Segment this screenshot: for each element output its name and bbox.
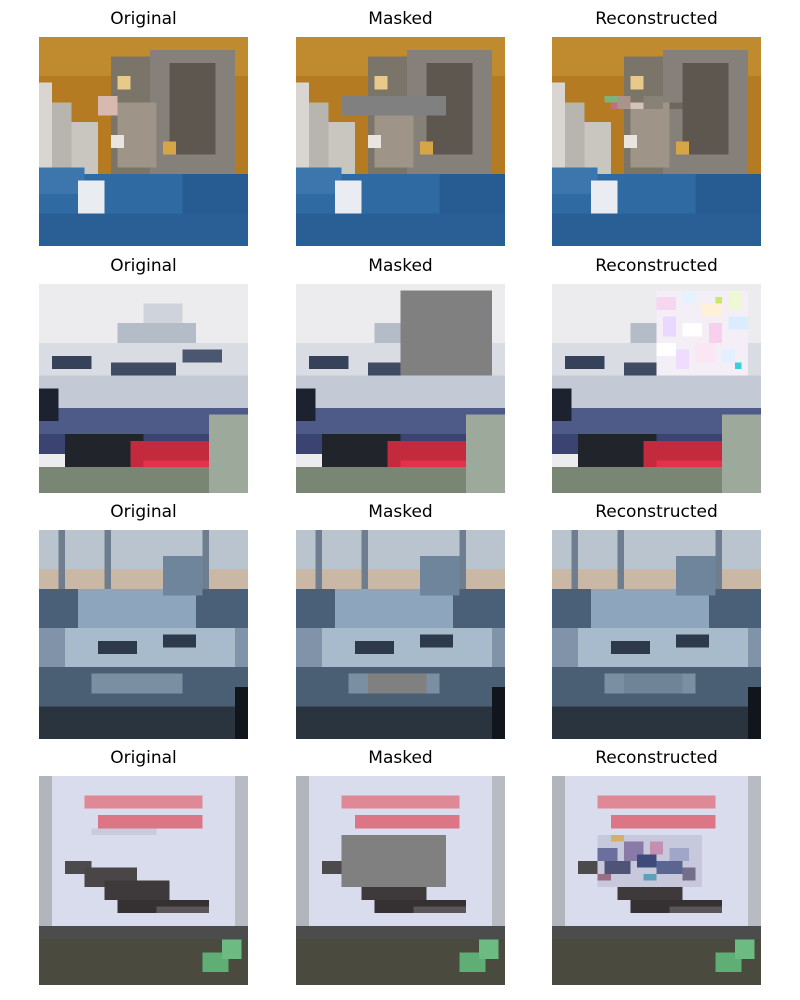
reconstructed-region	[623, 673, 683, 694]
panel-title: Reconstructed	[595, 256, 718, 276]
panel-title: Masked	[368, 502, 433, 522]
mask-region	[400, 290, 492, 376]
cat-image-original	[39, 37, 248, 246]
mask-region	[341, 95, 447, 116]
ship-image-masked	[296, 284, 505, 493]
panel-title: Original	[110, 502, 177, 522]
boat-image-reconstructed	[552, 530, 761, 739]
panel-title: Reconstructed	[595, 9, 718, 29]
reconstructed-region	[604, 95, 683, 109]
panel-title: Reconstructed	[595, 502, 718, 522]
panel-title: Masked	[368, 256, 433, 276]
cat-image-masked	[296, 37, 505, 246]
ship-image-reconstructed	[552, 284, 761, 493]
panel-title: Masked	[368, 9, 433, 29]
boat-image-masked	[296, 530, 505, 739]
airplane-image-masked	[296, 776, 505, 985]
mask-region	[367, 673, 427, 694]
reconstructed-region	[597, 834, 703, 888]
boat-image-original	[39, 530, 248, 739]
airplane-image-original	[39, 776, 248, 985]
panel-title: Original	[110, 748, 177, 768]
panel-title: Reconstructed	[595, 748, 718, 768]
panel-title: Original	[110, 9, 177, 29]
reconstructed-region	[656, 290, 748, 376]
ship-image-original	[39, 284, 248, 493]
panel-title: Masked	[368, 748, 433, 768]
panel-title: Original	[110, 256, 177, 276]
airplane-image-reconstructed	[552, 776, 761, 985]
mask-region	[341, 834, 447, 888]
cat-image-reconstructed	[552, 37, 761, 246]
